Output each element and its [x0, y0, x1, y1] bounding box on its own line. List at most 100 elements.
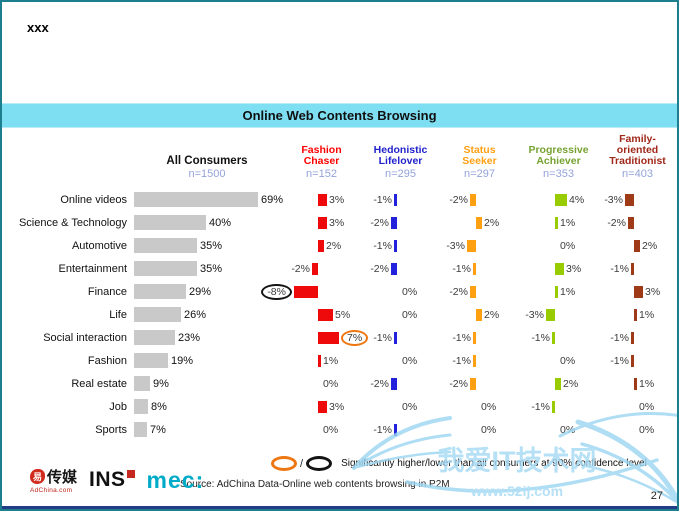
negative-side	[598, 395, 634, 418]
n-spacer	[2, 168, 132, 182]
value-label: 2%	[326, 239, 342, 252]
segment-cell: 0%	[282, 418, 361, 441]
negative-side: -1%	[440, 349, 476, 372]
segment-cell: -8%	[261, 280, 361, 303]
segment-cell: 5%	[282, 303, 361, 326]
value-label: 0%	[560, 239, 576, 252]
segment-bar	[555, 262, 564, 275]
segment-cell: -1%	[361, 418, 440, 441]
orange-ellipse-annotation: 7%	[341, 329, 369, 346]
negative-side	[282, 303, 318, 326]
all-consumers-bar	[134, 261, 197, 276]
value-label: -1%	[610, 331, 629, 344]
positive-side: 0%	[555, 355, 598, 367]
value-label: -1%	[373, 423, 392, 436]
value-label: 1%	[560, 285, 576, 298]
negative-side: -1%	[598, 326, 634, 349]
segment-bar	[552, 331, 555, 344]
segment-header-5: Family-oriented Traditionist	[598, 133, 677, 167]
category-label: Fashion	[87, 354, 127, 367]
chart-row: Online videos 69% 3% -1% -2% 4% -3%	[2, 188, 677, 211]
positive-side: 0%	[318, 424, 361, 436]
segment-cell: -2%	[361, 211, 440, 234]
value-label: -2%	[607, 216, 626, 229]
segment-cell: 0%	[282, 372, 361, 395]
positive-side: 1%	[555, 285, 598, 298]
footer-logos: 易 传媒 AdChina.com INS mec:	[30, 466, 204, 494]
value-label: 7%	[347, 331, 363, 344]
value-label: 3%	[329, 400, 345, 413]
negative-side: -2%	[282, 257, 318, 280]
segment-bar	[631, 354, 634, 367]
segment-bar	[470, 285, 476, 298]
adchina-url: AdChina.com	[30, 487, 73, 494]
negative-side	[519, 257, 555, 280]
all-consumers-value: 23%	[178, 331, 201, 344]
value-label: 3%	[645, 285, 661, 298]
segment-bar	[318, 239, 324, 252]
segment-cell: 2%	[440, 211, 519, 234]
positive-side: 2%	[318, 239, 361, 252]
value-label: 1%	[560, 216, 576, 229]
segment-cell: 3%	[282, 211, 361, 234]
segment-n-3: n=297	[464, 168, 495, 180]
negative-side	[598, 234, 634, 257]
segment-bar	[476, 308, 482, 321]
segment-bar	[473, 262, 476, 275]
segment-cell: -1%	[598, 257, 677, 280]
positive-side: 2%	[634, 239, 677, 252]
positive-side: 3%	[318, 400, 361, 413]
segment-cell: 3%	[519, 257, 598, 280]
positive-side: 3%	[318, 193, 361, 206]
segment-bar	[631, 331, 634, 344]
value-label: 0%	[481, 423, 497, 436]
black-ellipse-marker-icon	[306, 456, 333, 471]
segment-bar	[470, 377, 476, 390]
negative-side	[598, 418, 634, 441]
category-label: Finance	[87, 285, 127, 298]
value-label: 0%	[481, 400, 497, 413]
segment-header-2: Hedonistic Lifelover	[361, 133, 440, 167]
segment-n-5: n=403	[622, 168, 653, 180]
segment-bar	[318, 354, 321, 367]
category-label: Automotive	[71, 239, 127, 252]
all-consumers-cell: 19%	[132, 353, 282, 368]
negative-side	[519, 349, 555, 372]
segment-cell: -1%	[598, 326, 677, 349]
segment-cell: -2%	[440, 372, 519, 395]
all-consumers-bar	[134, 422, 147, 437]
value-label: 0%	[560, 423, 576, 436]
negative-side: -1%	[440, 257, 476, 280]
negative-side	[282, 188, 318, 211]
bottom-accent-divider	[2, 506, 677, 509]
segment-cell: -2%	[361, 372, 440, 395]
value-label: 0%	[639, 400, 655, 413]
value-label: -1%	[373, 193, 392, 206]
chart-row: Job 8% 3% 0% 0% -1% 0%	[2, 395, 677, 418]
segment-bar	[546, 308, 555, 321]
positive-side: 0%	[555, 424, 598, 436]
legend-text: Significantly higher/lower than all cons…	[341, 458, 647, 469]
negative-side	[598, 280, 634, 303]
segment-n-2: n=295	[385, 168, 416, 180]
segment-cell: 0%	[519, 234, 598, 257]
all-consumers-bar	[134, 215, 206, 230]
positive-side: 5%	[318, 308, 361, 321]
negative-side: -2%	[440, 280, 476, 303]
all-consumers-header: All Consumers	[166, 155, 248, 167]
positive-side: 0%	[397, 401, 440, 413]
segment-cell: 0%	[598, 395, 677, 418]
positive-side: 3%	[555, 262, 598, 275]
negative-side	[361, 303, 397, 326]
watermark-url: www.52ij.com	[470, 483, 563, 499]
negative-side	[519, 280, 555, 303]
negative-side: -1%	[440, 326, 476, 349]
negative-side	[361, 280, 397, 303]
segment-cell: 2%	[519, 372, 598, 395]
segment-cell: -1%	[361, 234, 440, 257]
segment-bar	[555, 285, 558, 298]
negative-side	[440, 211, 476, 234]
segment-cell: -1%	[598, 349, 677, 372]
negative-side: -2%	[361, 257, 397, 280]
positive-side: 0%	[476, 401, 519, 413]
